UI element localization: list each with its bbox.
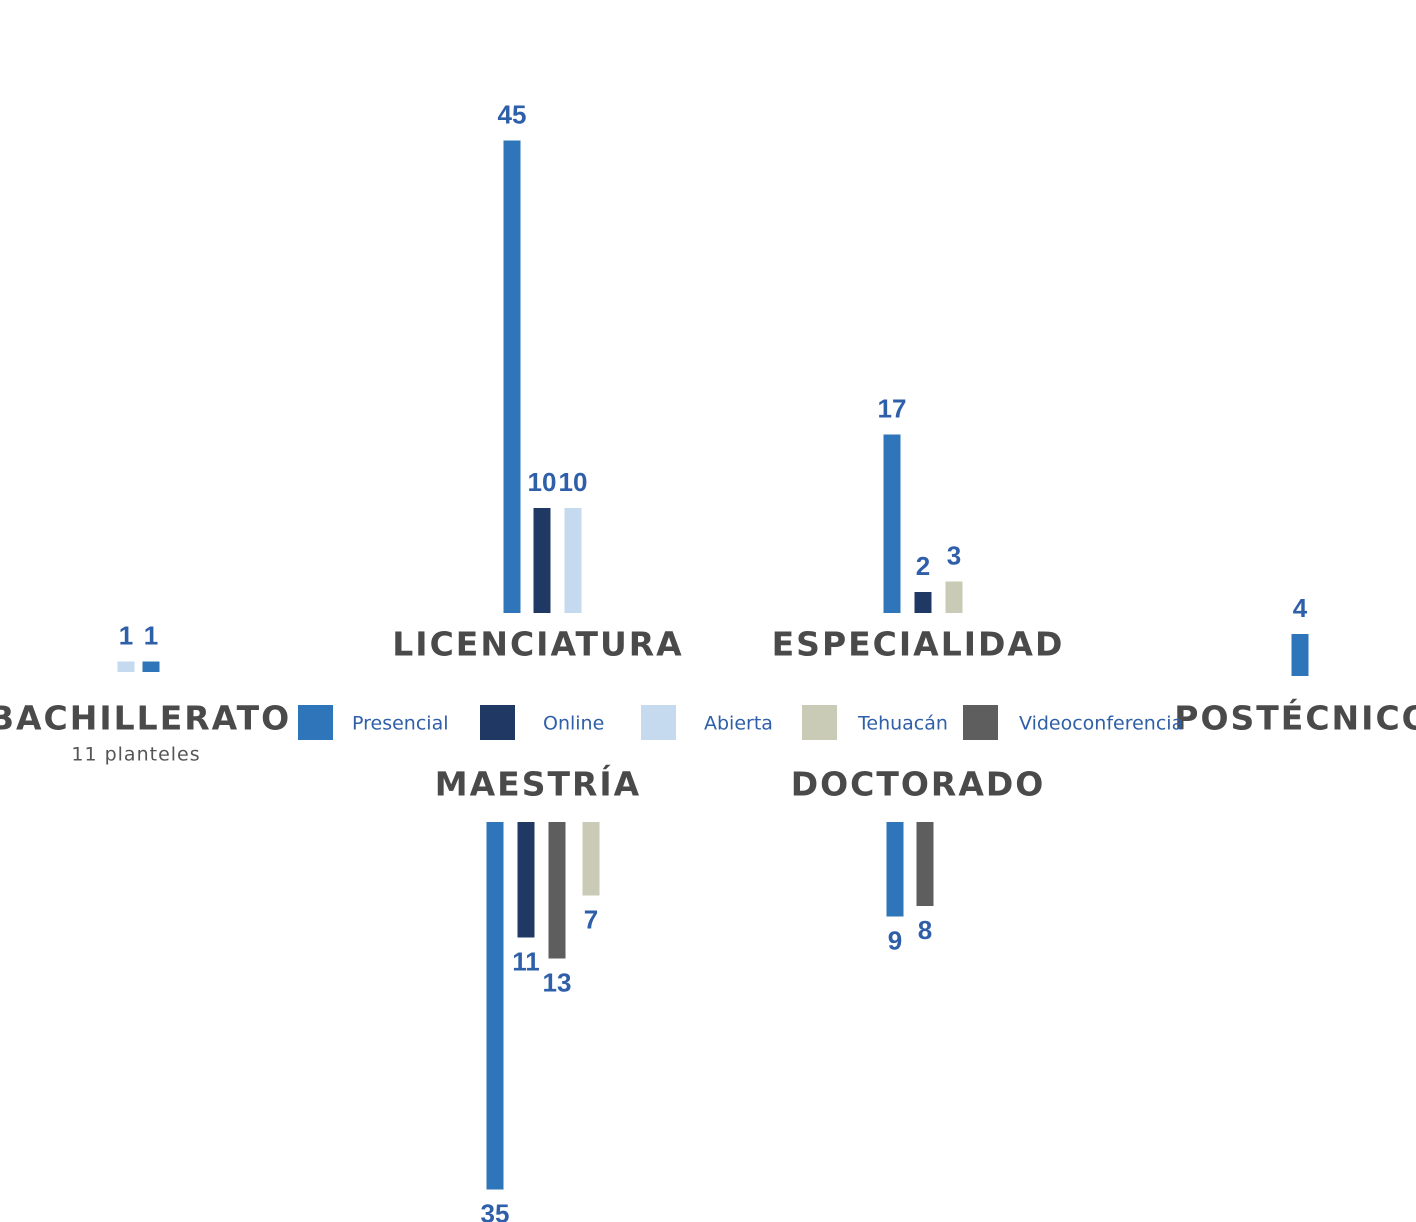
bar xyxy=(1291,634,1309,676)
bar xyxy=(503,140,521,613)
value-label: 45 xyxy=(498,99,527,129)
legend-swatch xyxy=(480,705,515,740)
legend-swatch xyxy=(802,705,837,740)
category-label: BACHILLERATO xyxy=(0,699,291,738)
bar xyxy=(914,592,932,613)
value-label: 9 xyxy=(888,925,902,955)
value-label: 7 xyxy=(584,904,598,934)
bar xyxy=(883,434,901,613)
value-label: 1 xyxy=(144,620,158,650)
bar xyxy=(117,661,135,672)
bar xyxy=(142,661,160,672)
bar xyxy=(548,822,566,959)
value-label: 10 xyxy=(559,467,588,497)
value-label: 17 xyxy=(878,393,907,423)
legend-swatch xyxy=(641,705,676,740)
bar xyxy=(517,822,535,938)
value-label: 11 xyxy=(512,946,540,976)
annotation: 11 planteles xyxy=(71,744,200,766)
value-label: 10 xyxy=(528,467,557,497)
value-label: 3 xyxy=(947,540,961,570)
category-label: MAESTRÍA xyxy=(435,764,641,804)
category-label: POSTÉCNICO xyxy=(1174,698,1416,738)
value-label: 35 xyxy=(481,1198,510,1222)
legend-label: Presencial xyxy=(352,713,448,735)
legend-label: Abierta xyxy=(704,713,773,735)
category-label: ESPECIALIDAD xyxy=(772,625,1065,664)
category-label: LICENCIATURA xyxy=(392,625,683,664)
value-label: 13 xyxy=(543,967,572,997)
legend-label: Tehuacán xyxy=(857,713,948,735)
bar xyxy=(886,822,904,917)
legend-swatch xyxy=(963,705,998,740)
value-label: 8 xyxy=(918,915,932,945)
legend-label: Videoconferencia xyxy=(1019,713,1183,735)
bar xyxy=(486,822,504,1190)
value-label: 4 xyxy=(1293,593,1308,623)
bar xyxy=(582,822,600,896)
bar xyxy=(916,822,934,906)
legend-label: Online xyxy=(543,713,604,735)
value-label: 2 xyxy=(916,551,930,581)
value-label: 1 xyxy=(119,620,133,650)
bar xyxy=(564,508,582,613)
legend-swatch xyxy=(298,705,333,740)
bar xyxy=(533,508,551,613)
bar xyxy=(945,581,963,613)
category-label: DOCTORADO xyxy=(791,765,1046,804)
